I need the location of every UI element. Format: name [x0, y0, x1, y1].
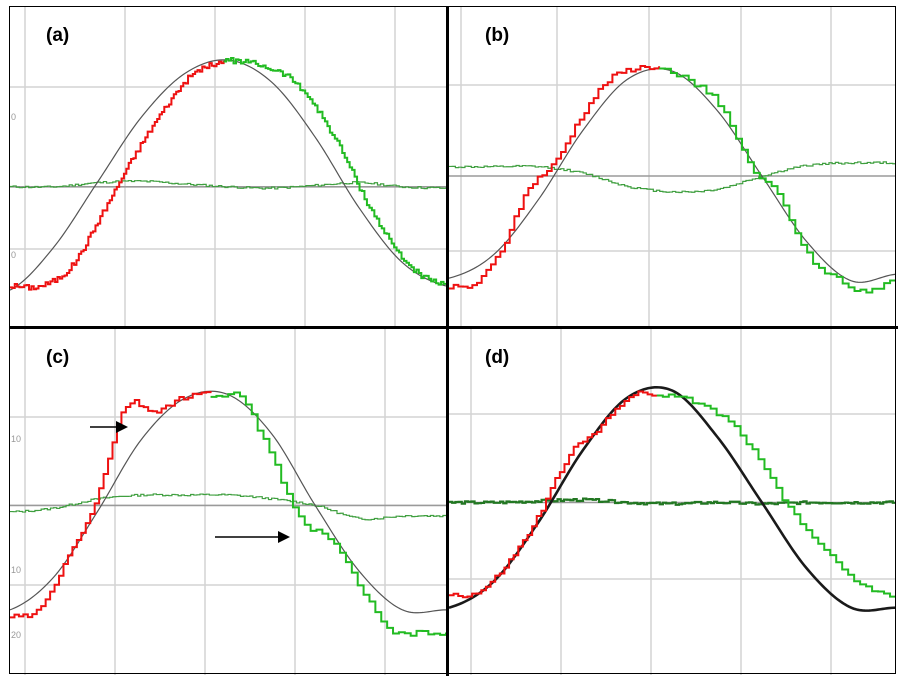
plot-area-a [10, 7, 446, 326]
vertical-divider [446, 6, 449, 676]
right-arrow-icon-head [116, 421, 128, 433]
plot-area-c [10, 329, 446, 675]
plot-area-d [449, 329, 896, 675]
output-falling-series-line [210, 391, 446, 637]
output-rising-series-line [10, 60, 225, 291]
reference-series-line [10, 390, 446, 614]
error-series-line [449, 497, 896, 506]
output-rising-series-line [449, 64, 661, 290]
output-rising-series-line [10, 391, 212, 619]
panel-b: (b) [449, 7, 896, 326]
right-arrow-icon-head [278, 531, 290, 543]
panel-d: (d) [449, 329, 896, 675]
y-tick-label: 10 [11, 434, 22, 445]
panel-a: (a) 0 0 [10, 7, 446, 326]
panel-label-d: (d) [485, 347, 510, 368]
panel-label-c: (c) [46, 347, 70, 368]
panel-label-b: (b) [485, 25, 510, 46]
y-tick-label: 20 [11, 629, 22, 640]
reference-series-line [449, 68, 896, 283]
error-series-line [449, 161, 896, 194]
plot-area-b [449, 7, 896, 326]
panel-label-a: (a) [46, 25, 70, 46]
panel-c: (c) 10 10 20 [10, 329, 446, 675]
y-tick-label: 10 [11, 564, 22, 575]
error-series-line [10, 493, 446, 521]
output-falling-series-line [659, 67, 896, 294]
output-falling-series-line [223, 57, 446, 286]
error-series-line [10, 179, 446, 190]
y-tick-label: 0 [11, 111, 17, 122]
reference-series-line [449, 386, 896, 612]
reference-series-line [10, 59, 446, 291]
output-rising-series-line [449, 390, 658, 599]
output-falling-series-line [656, 393, 896, 598]
y-tick-label: 0 [11, 249, 17, 260]
horizontal-divider [10, 326, 898, 329]
